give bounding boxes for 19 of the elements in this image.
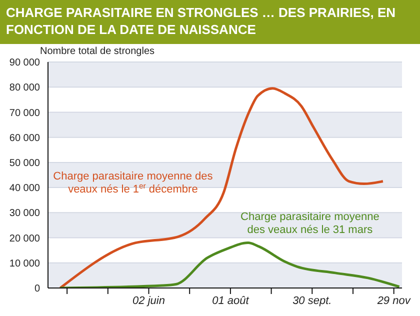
y-tick-label: 80 000 [9,82,40,94]
chart-title: CHARGE PARASITAIRE EN STRONGLES … DES PRAIRIES, EN FONCTION DE LA DATE DE NAISSANCE [0,0,420,44]
x-tick-label: 02 juin [132,294,165,307]
y-tick-label: 70 000 [9,108,40,119]
y-tick-label: 50 000 [9,158,40,169]
y-tick-label: 0 [34,284,40,295]
y-tick-label: 40 000 [9,183,40,194]
x-tick-label: 01 août [212,294,250,307]
y-tick-label: 10 000 [9,258,40,270]
series-label: Charge parasitaire moyenne des veaux nés le 31 mars [240,211,380,236]
y-axis-title: Nombre total de strongles [40,46,155,57]
x-tick-label: 29 nov [376,294,412,307]
line-series [59,242,401,288]
x-tick-label: 30 sept. [292,294,332,307]
y-tick-label: 20 000 [9,233,40,244]
y-tick-label: 30 000 [9,208,40,220]
y-tick-label: 60 000 [9,132,40,144]
series-label: Charge parasitaire moyenne des veaux nés le 1$^{er}$ décembre [53,170,214,196]
y-tick-label: 90 000 [9,58,40,69]
